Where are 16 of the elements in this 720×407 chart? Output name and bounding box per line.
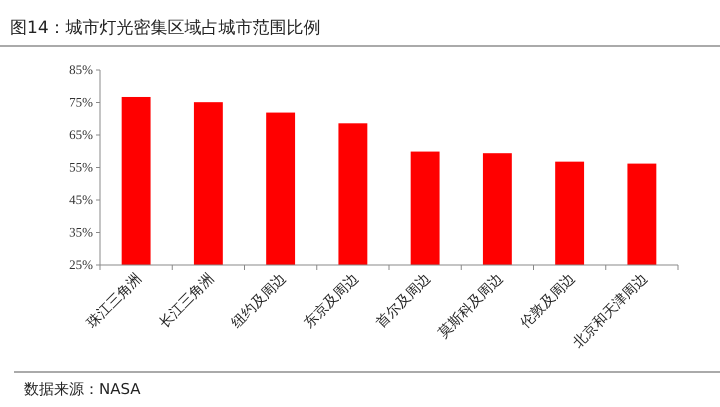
x-tick-label: 纽约及周边 [228, 270, 290, 332]
y-tick-label: 35% [69, 224, 94, 240]
y-tick-label: 75% [69, 94, 94, 110]
y-tick-label: 65% [69, 127, 94, 142]
x-tick-label: 长江三角洲 [156, 270, 218, 332]
x-tick-label: 珠江三角洲 [84, 270, 145, 332]
y-tick-label: 25% [69, 257, 94, 272]
x-tick-label: 莫斯科及周边 [435, 270, 506, 342]
x-tick-label: 伦敦及周边 [518, 270, 578, 332]
source-note: 数据来源：NASA [24, 380, 142, 398]
y-tick-label: 45% [69, 192, 94, 208]
y-tick-label: 55% [69, 160, 94, 175]
x-tick-label: 首尔及周边 [373, 270, 434, 332]
chart-title: 图14：城市灯光密集区域占城市范围比例 [10, 18, 321, 38]
x-tick-label: 东京及周边 [300, 270, 362, 332]
y-tick-label: 85% [69, 62, 94, 78]
